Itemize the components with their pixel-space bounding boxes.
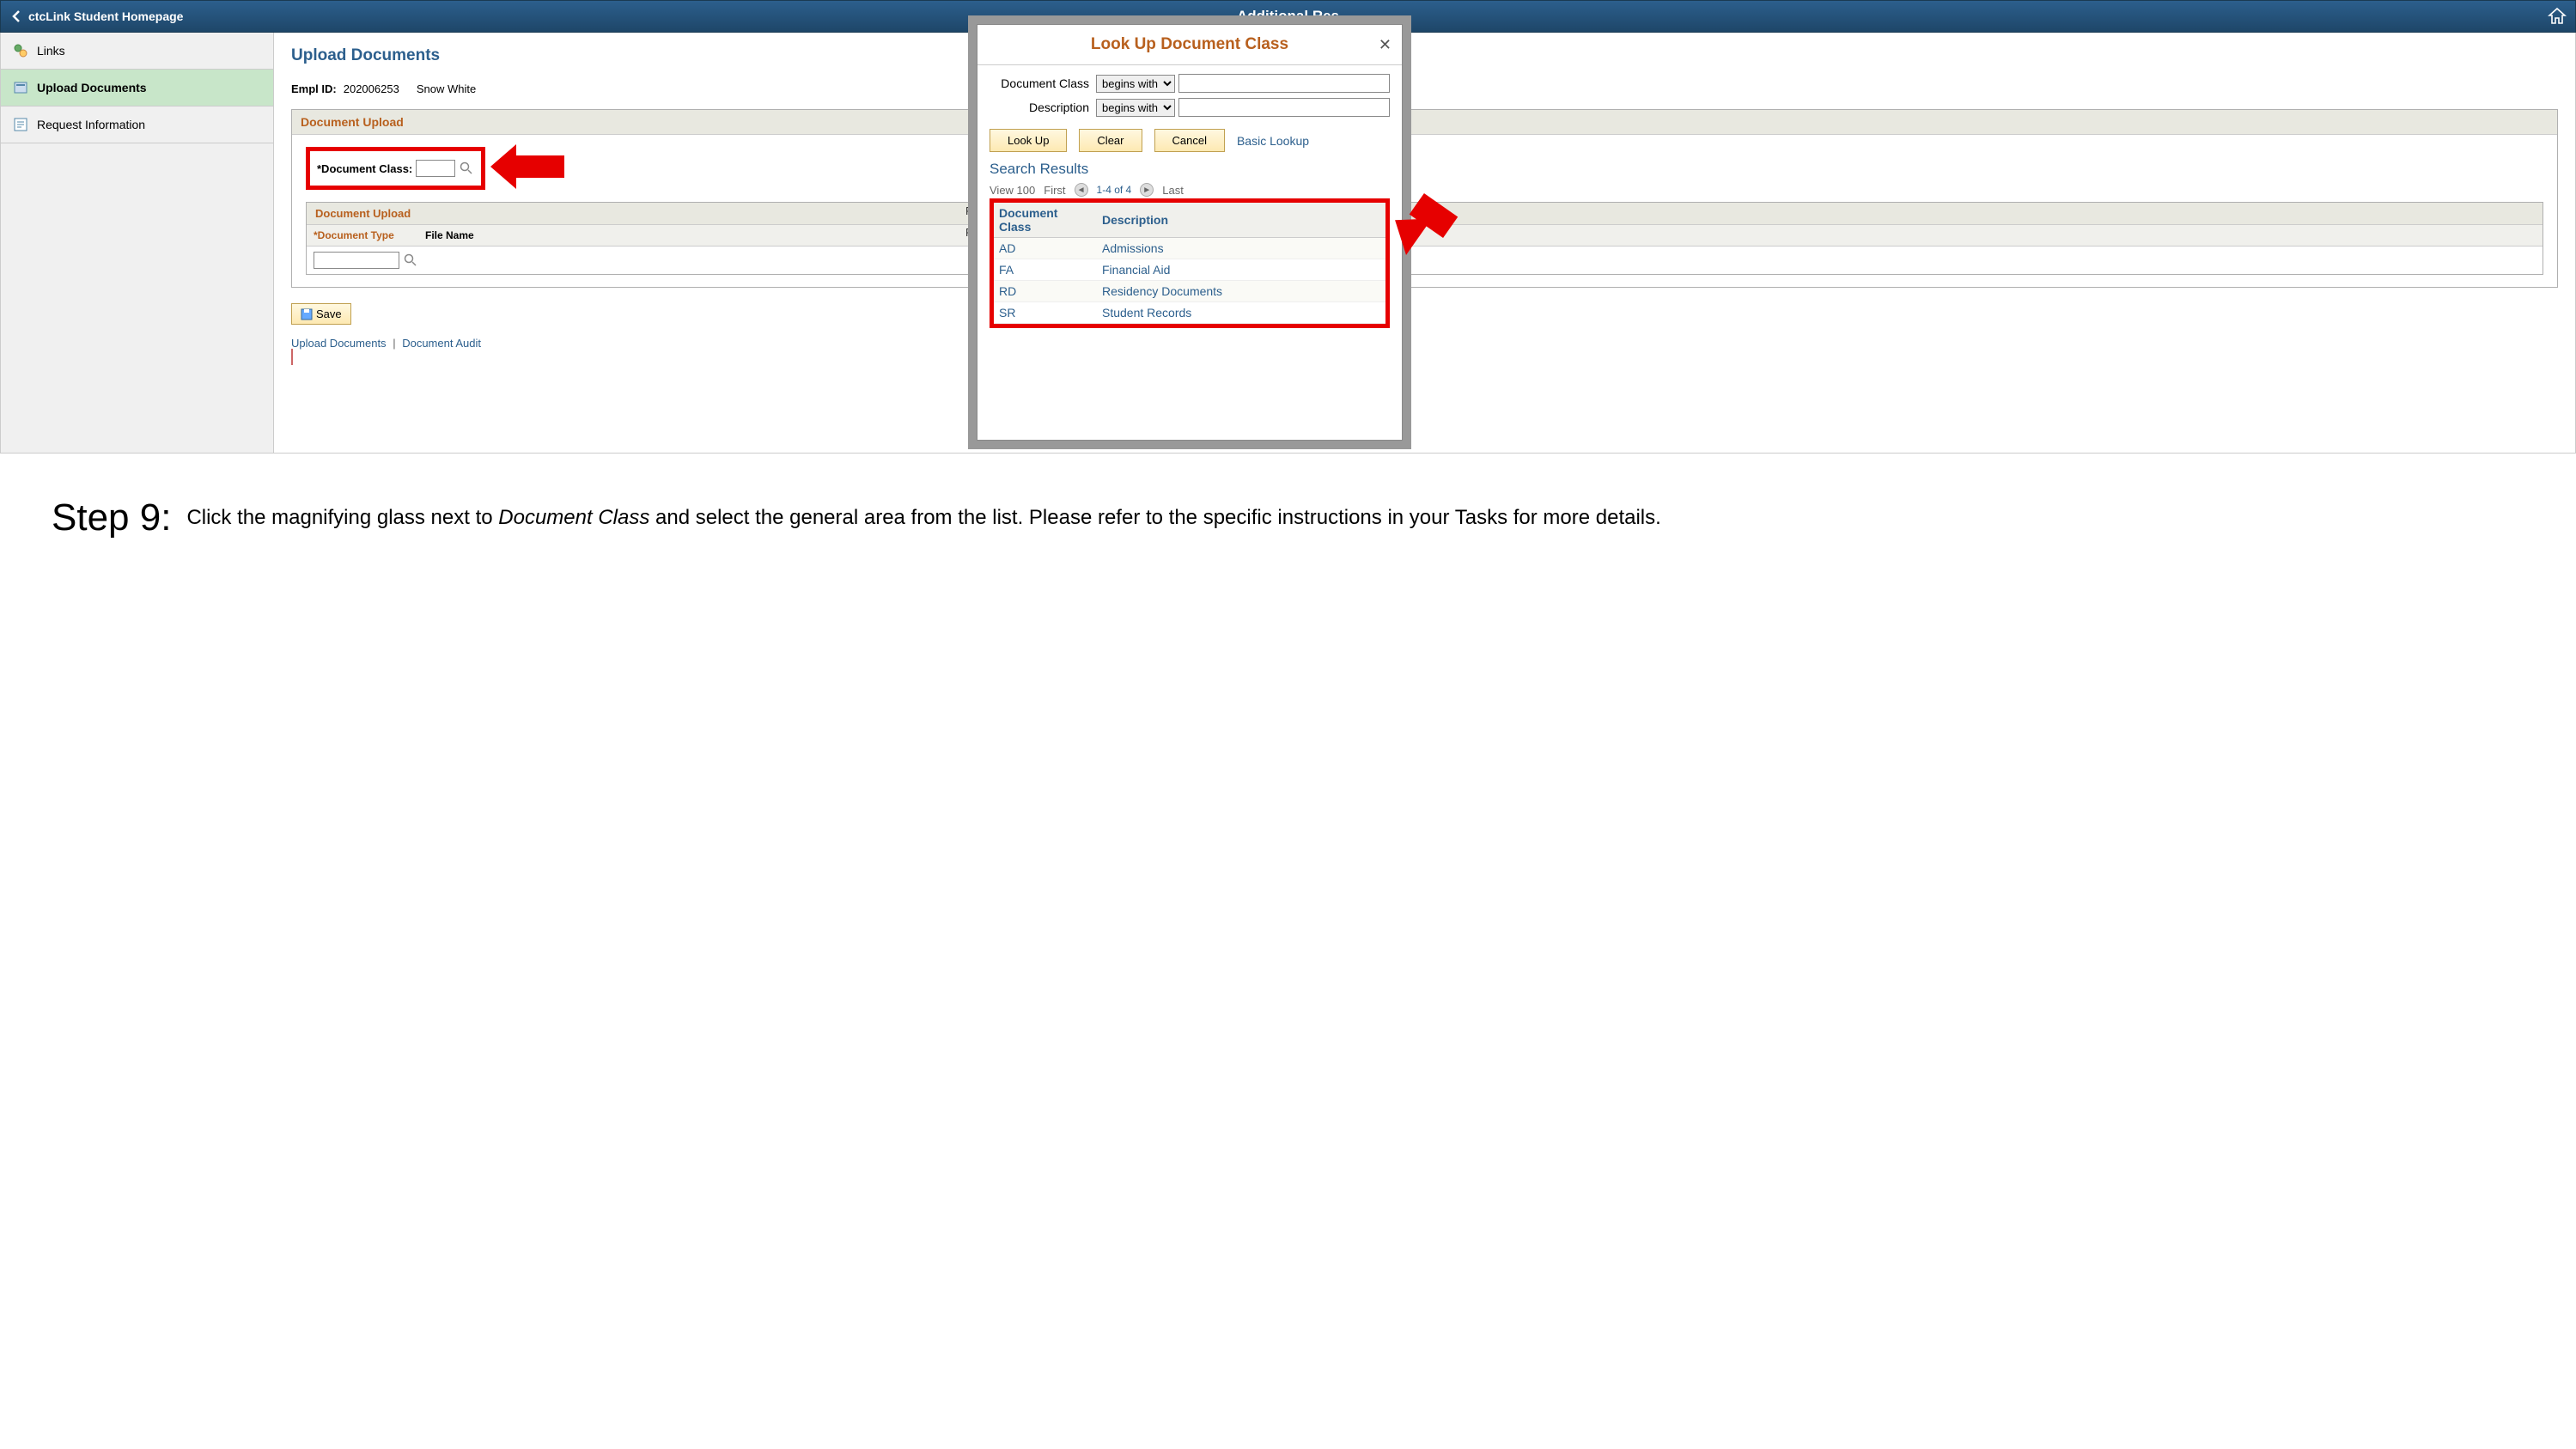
first-link[interactable]: First bbox=[1044, 184, 1065, 197]
description-search-input[interactable] bbox=[1178, 98, 1390, 117]
step-label: Step 9: bbox=[52, 496, 171, 539]
close-icon[interactable]: ✕ bbox=[1379, 36, 1392, 54]
upload-icon bbox=[13, 80, 28, 95]
search-row-description: Description begins with bbox=[990, 98, 1390, 117]
sidebar-item-label: Links bbox=[37, 44, 65, 58]
table-row[interactable]: AD Admissions bbox=[994, 238, 1385, 259]
table-header-row: Document Class Description bbox=[994, 203, 1385, 238]
grid-row bbox=[307, 247, 2543, 274]
column-document-type: *Document Type bbox=[307, 225, 418, 246]
table-row[interactable]: RD Residency Documents bbox=[994, 281, 1385, 302]
column-file-name: File Name bbox=[418, 225, 2543, 246]
search-label: Description bbox=[990, 100, 1093, 114]
modal-title: Look Up Document Class bbox=[1091, 35, 1288, 54]
save-button[interactable]: Save bbox=[291, 303, 351, 325]
last-link[interactable]: Last bbox=[1162, 184, 1184, 197]
sidebar-item-upload-documents[interactable]: Upload Documents bbox=[1, 70, 273, 107]
basic-lookup-link[interactable]: Basic Lookup bbox=[1237, 134, 1309, 148]
cell-desc: Student Records bbox=[1097, 302, 1385, 324]
step-text: Click the magnifying glass next to Docum… bbox=[186, 504, 1660, 532]
lookup-icon[interactable] bbox=[403, 253, 418, 268]
back-label: ctcLink Student Homepage bbox=[28, 9, 183, 23]
results-nav: View 100 First ◄ 1-4 of 4 ► Last bbox=[990, 183, 1390, 197]
search-row-document-class: Document Class begins with bbox=[990, 74, 1390, 93]
modal-header: Look Up Document Class ✕ bbox=[977, 25, 1402, 65]
cell-class: SR bbox=[994, 302, 1097, 324]
cell-desc: Admissions bbox=[1097, 238, 1385, 259]
sidebar: Links Upload Documents Request Informati… bbox=[1, 33, 274, 453]
cell-class: AD bbox=[994, 238, 1097, 259]
save-button-label: Save bbox=[316, 307, 342, 320]
step-caption: Step 9: Click the magnifying glass next … bbox=[0, 454, 2576, 565]
home-icon[interactable] bbox=[2548, 7, 2567, 26]
chevron-left-icon bbox=[9, 9, 23, 23]
back-link[interactable]: ctcLink Student Homepage bbox=[9, 9, 183, 23]
sidebar-item-request-information[interactable]: Request Information bbox=[1, 107, 273, 143]
empl-id-value: 202006253 bbox=[344, 82, 399, 95]
result-range: 1-4 of 4 bbox=[1097, 184, 1132, 196]
step-text-before: Click the magnifying glass next to bbox=[186, 506, 498, 529]
document-class-label: *Document Class: bbox=[317, 162, 412, 175]
cell-desc: Residency Documents bbox=[1097, 281, 1385, 302]
document-audit-link[interactable]: Document Audit bbox=[402, 337, 481, 350]
cell-desc: Financial Aid bbox=[1097, 259, 1385, 281]
view-count[interactable]: View 100 bbox=[990, 184, 1035, 197]
table-row[interactable]: FA Financial Aid bbox=[994, 259, 1385, 281]
sidebar-item-links[interactable]: Links bbox=[1, 33, 273, 70]
content-area: Upload Documents Empl ID: 202006253 Snow… bbox=[274, 33, 2575, 453]
empl-name: Snow White bbox=[417, 82, 476, 95]
empl-id-label: Empl ID: bbox=[291, 82, 337, 95]
table-row[interactable]: SR Student Records bbox=[994, 302, 1385, 324]
lookup-icon[interactable] bbox=[459, 161, 474, 176]
callout-arrow-icon bbox=[490, 144, 564, 189]
column-description: Description bbox=[1097, 203, 1385, 238]
cell-class: RD bbox=[994, 281, 1097, 302]
calendar-icon bbox=[291, 349, 293, 365]
lookup-button[interactable]: Look Up bbox=[990, 129, 1067, 152]
document-class-search-input[interactable] bbox=[1178, 74, 1390, 93]
callout-arrow-icon bbox=[1392, 206, 1422, 251]
document-class-row: *Document Class: bbox=[306, 147, 485, 190]
step-text-em: Document Class bbox=[498, 506, 649, 529]
footer-links: Upload Documents | Document Audit bbox=[291, 337, 2558, 350]
inner-grid-title: Document Upload bbox=[315, 207, 411, 220]
separator: | bbox=[393, 337, 395, 350]
page-title: Upload Documents bbox=[291, 46, 2558, 65]
operator-select[interactable]: begins with bbox=[1096, 75, 1175, 93]
search-results-title: Search Results bbox=[990, 161, 1390, 178]
upload-documents-link[interactable]: Upload Documents bbox=[291, 337, 387, 350]
search-label: Document Class bbox=[990, 76, 1093, 90]
sidebar-item-label: Upload Documents bbox=[37, 81, 147, 94]
modal-button-row: Look Up Clear Cancel Basic Lookup bbox=[990, 129, 1390, 152]
cancel-button[interactable]: Cancel bbox=[1154, 129, 1225, 152]
links-icon bbox=[13, 43, 28, 58]
save-icon bbox=[301, 308, 313, 320]
modal-backdrop: Look Up Document Class ✕ Document Class … bbox=[968, 15, 1411, 449]
operator-select[interactable]: begins with bbox=[1096, 99, 1175, 117]
column-document-class: Document Class bbox=[994, 203, 1097, 238]
clear-button[interactable]: Clear bbox=[1079, 129, 1142, 152]
section-header: Document Upload bbox=[292, 110, 2557, 135]
cell-class: FA bbox=[994, 259, 1097, 281]
sidebar-item-label: Request Information bbox=[37, 118, 145, 131]
document-type-input[interactable] bbox=[314, 252, 399, 269]
results-highlight-box: Document Class Description AD Admissions… bbox=[990, 198, 1390, 328]
main-layout: Links Upload Documents Request Informati… bbox=[0, 33, 2576, 454]
results-table: Document Class Description AD Admissions… bbox=[994, 203, 1385, 324]
prev-icon[interactable]: ◄ bbox=[1075, 183, 1088, 197]
next-icon[interactable]: ► bbox=[1140, 183, 1154, 197]
form-icon bbox=[13, 117, 28, 132]
empl-row: Empl ID: 202006253 Snow White bbox=[291, 82, 2558, 95]
step-text-after: and select the general area from the lis… bbox=[649, 506, 1660, 529]
document-class-input[interactable] bbox=[416, 160, 455, 177]
lookup-modal: Look Up Document Class ✕ Document Class … bbox=[977, 24, 1403, 441]
